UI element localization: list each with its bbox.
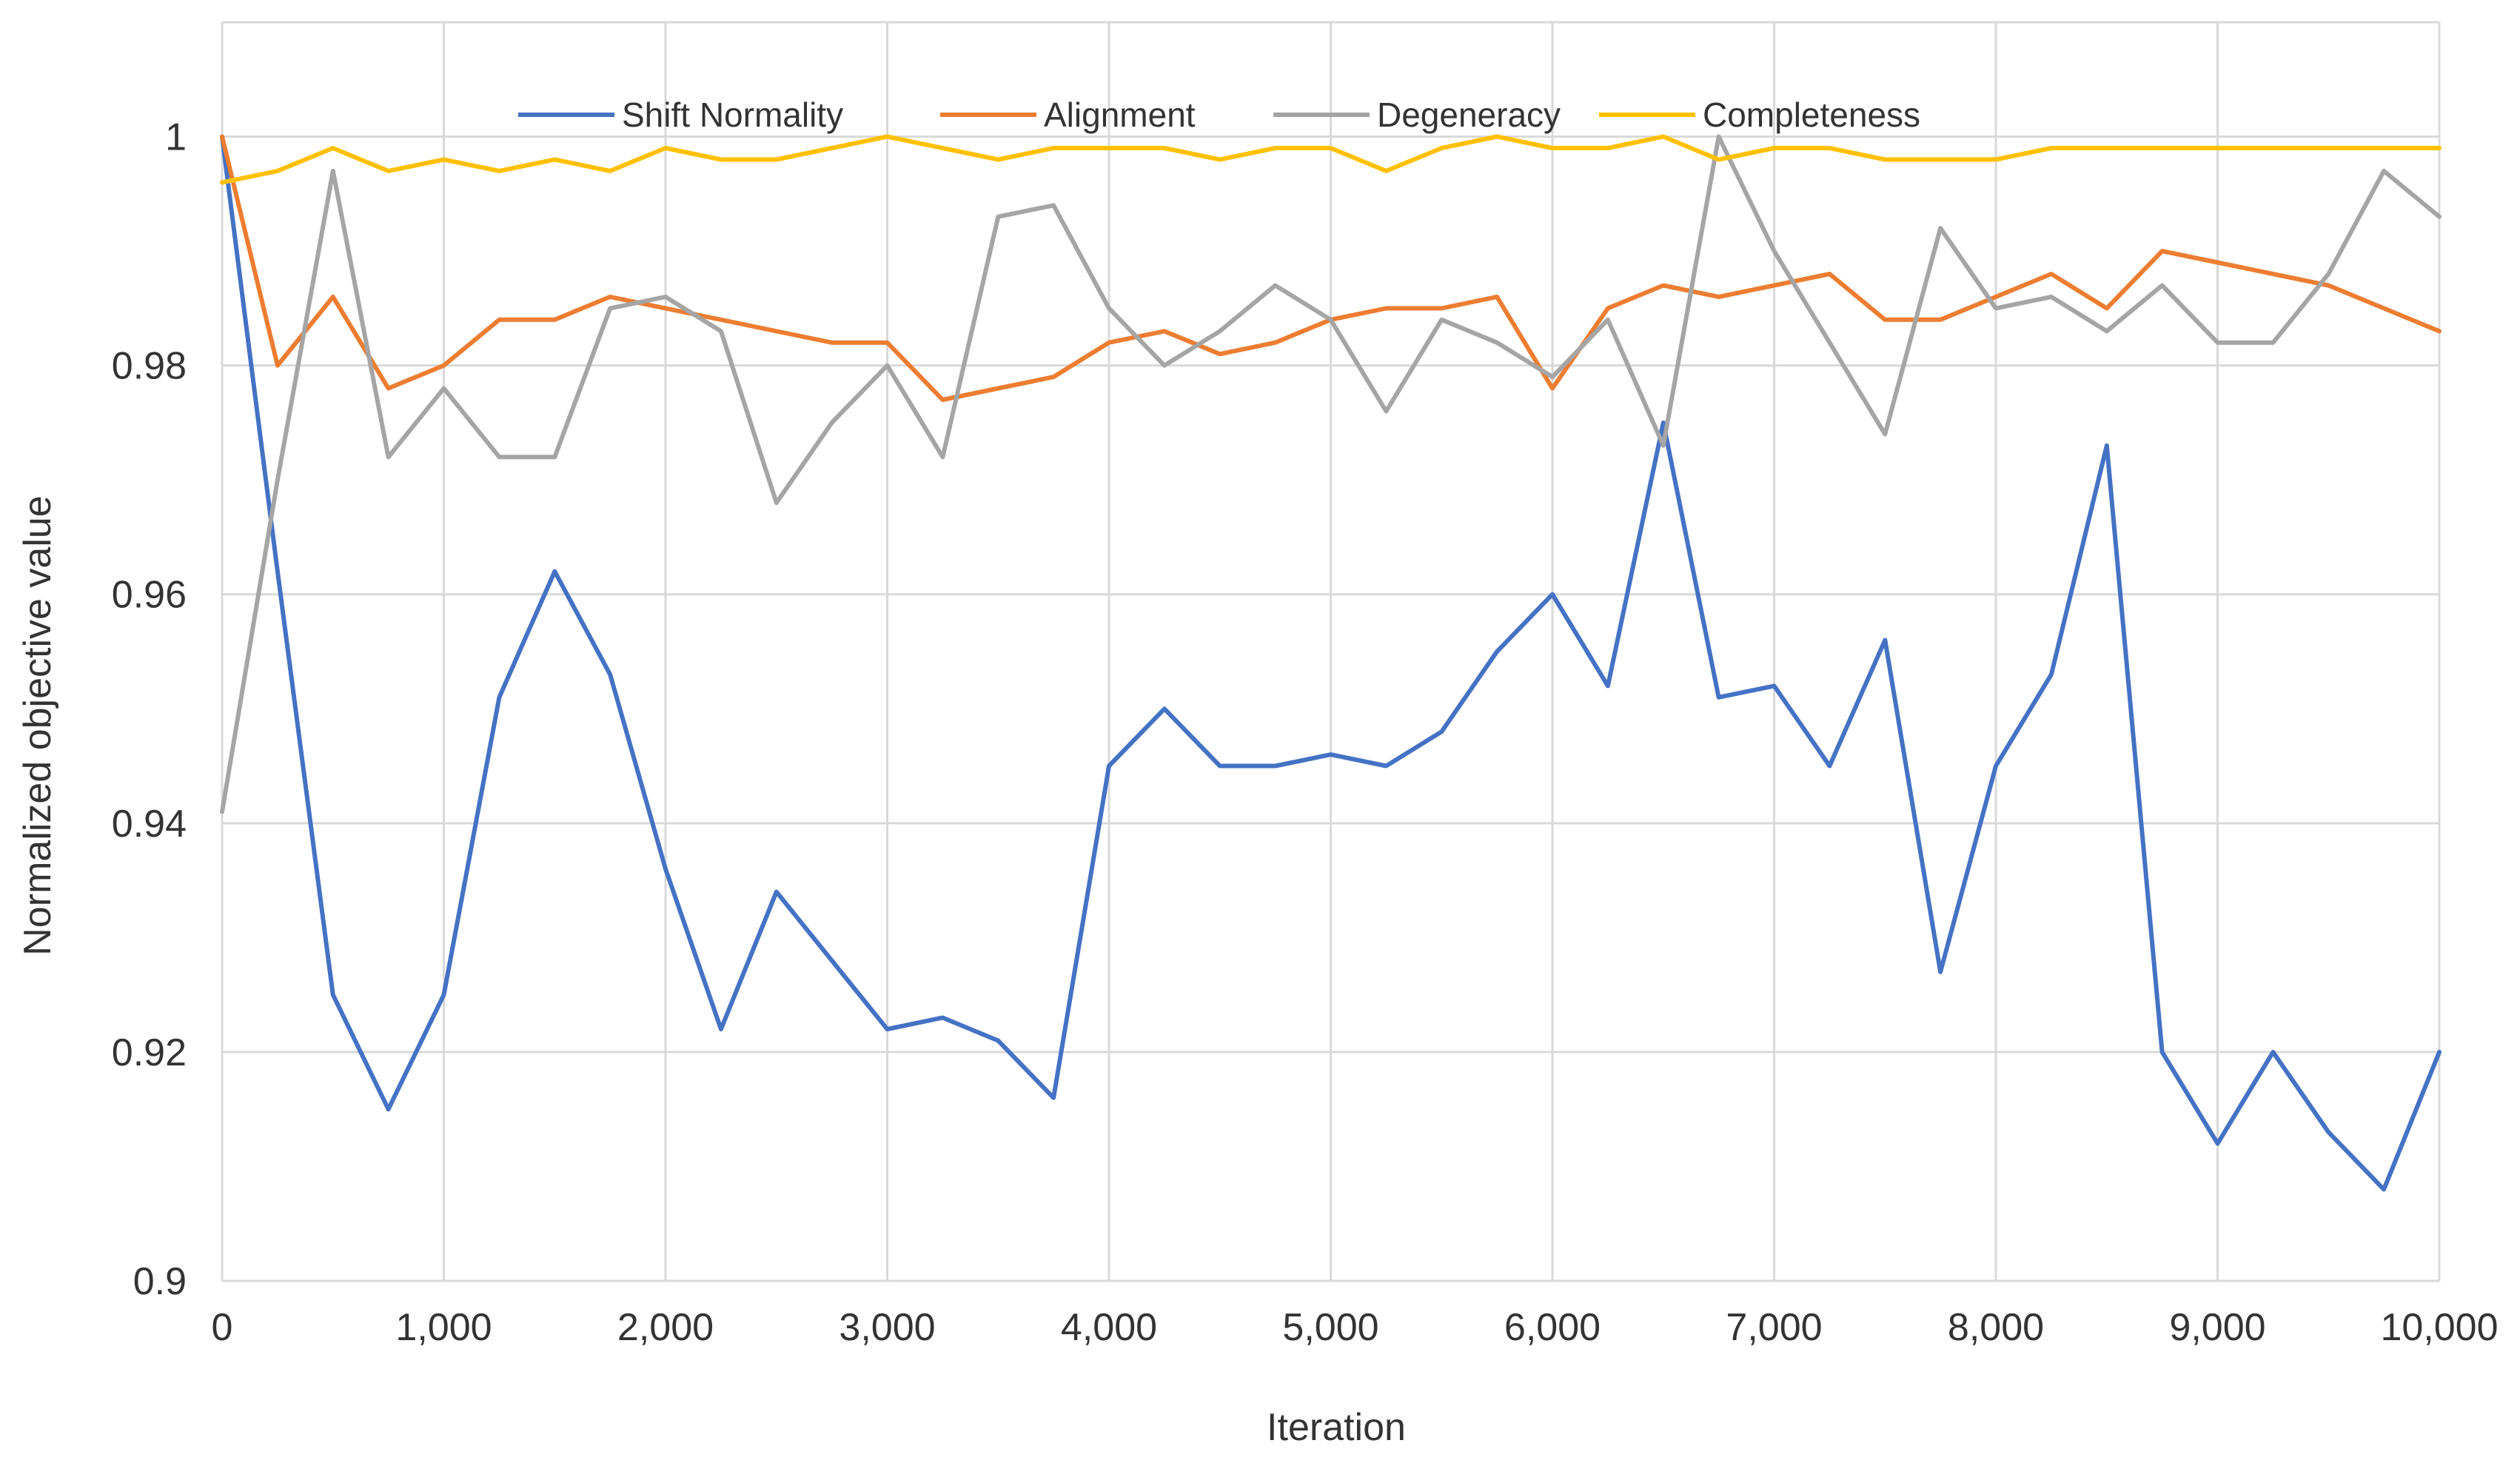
series-line-completeness: [220, 134, 2442, 185]
x-tick-label: 8,000: [1948, 1306, 2044, 1349]
legend-label-completeness: Completeness: [1703, 96, 1920, 134]
y-axis-title: Normalized objective value: [16, 495, 59, 955]
x-tick-label: 2,000: [617, 1306, 714, 1349]
x-tick-label: 3,000: [839, 1306, 935, 1349]
x-tick-label: 0: [212, 1306, 233, 1349]
legend: Shift Normality Alignment Degeneracy Comple…: [518, 96, 1920, 134]
series-lines: [220, 134, 2442, 1192]
y-axis-ticks: 0.9 0.92 0.94 0.96 0.98 1: [112, 116, 187, 1303]
x-axis-title: Iteration: [1267, 1406, 1406, 1449]
y-tick-label: 1: [165, 116, 187, 159]
y-tick-label: 0.94: [112, 803, 187, 846]
y-tick-label: 0.9: [133, 1260, 187, 1303]
x-tick-label: 4,000: [1061, 1306, 1157, 1349]
gridlines: [221, 21, 2441, 1282]
x-tick-label: 1,000: [395, 1306, 492, 1349]
legend-label-shift-normality: Shift Normality: [622, 96, 843, 134]
x-tick-label: 7,000: [1726, 1306, 1822, 1349]
y-tick-label: 0.96: [112, 574, 187, 617]
x-tick-label: 10,000: [2380, 1306, 2498, 1349]
y-tick-label: 0.98: [112, 345, 187, 388]
series-line-shift-normality: [220, 134, 2442, 1192]
x-tick-label: 9,000: [2169, 1306, 2265, 1349]
legend-label-degeneracy: Degeneracy: [1377, 96, 1561, 134]
x-axis-ticks: 0 1,000 2,000 3,000 4,000 5,000 6,000 7,000 8,00…: [212, 1306, 2499, 1349]
y-tick-label: 0.92: [112, 1031, 187, 1074]
legend-label-alignment: Alignment: [1044, 96, 1196, 134]
series-line-degeneracy: [220, 134, 2442, 814]
x-tick-label: 6,000: [1504, 1306, 1601, 1349]
x-tick-label: 5,000: [1282, 1306, 1378, 1349]
